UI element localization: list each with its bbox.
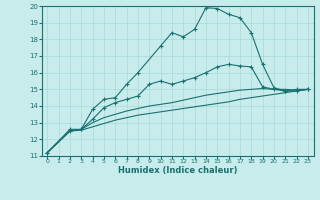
X-axis label: Humidex (Indice chaleur): Humidex (Indice chaleur): [118, 166, 237, 175]
